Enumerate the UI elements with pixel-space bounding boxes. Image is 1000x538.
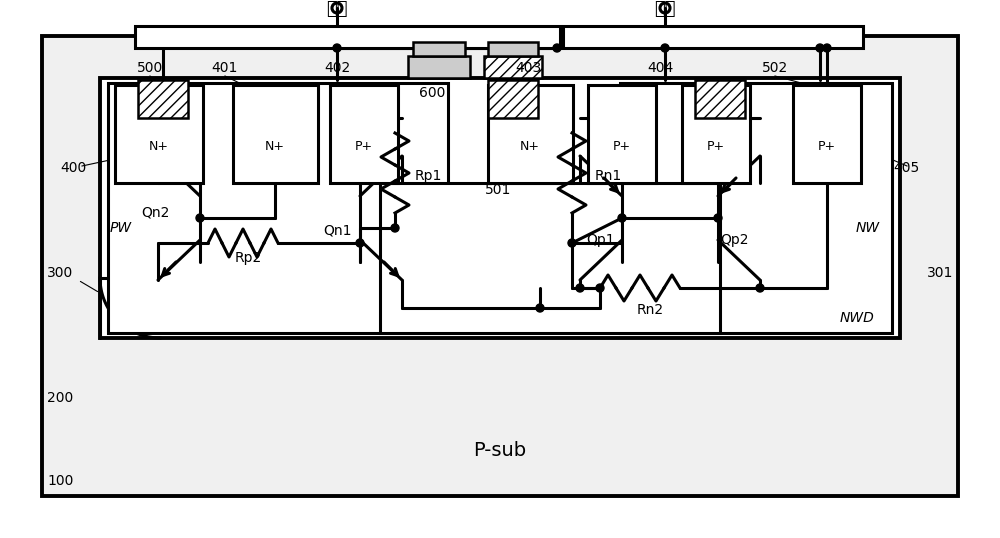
Text: 100: 100 bbox=[47, 474, 73, 488]
Bar bbox=[42, 36, 958, 496]
Text: 404: 404 bbox=[647, 61, 673, 75]
Bar bbox=[380, 183, 720, 333]
Text: Rp2: Rp2 bbox=[234, 251, 262, 265]
Text: Rn1: Rn1 bbox=[595, 169, 622, 183]
Bar bbox=[620, 83, 892, 333]
Text: 502: 502 bbox=[762, 61, 788, 75]
Text: 200: 200 bbox=[47, 391, 73, 405]
Circle shape bbox=[391, 224, 399, 232]
Bar bbox=[682, 85, 750, 183]
Circle shape bbox=[568, 239, 576, 247]
Text: 403: 403 bbox=[515, 61, 541, 75]
Text: 阴极: 阴极 bbox=[326, 0, 348, 18]
Bar bbox=[100, 78, 900, 338]
Text: P+: P+ bbox=[818, 139, 836, 152]
Bar bbox=[484, 56, 542, 78]
Text: NW: NW bbox=[856, 221, 880, 235]
Text: Qn2: Qn2 bbox=[141, 206, 169, 220]
Circle shape bbox=[196, 214, 204, 222]
Bar bbox=[563, 26, 863, 48]
Text: Rp1: Rp1 bbox=[415, 169, 442, 183]
Text: N+: N+ bbox=[149, 139, 169, 152]
Text: 301: 301 bbox=[927, 266, 953, 280]
Circle shape bbox=[333, 44, 341, 52]
Text: NWD: NWD bbox=[840, 311, 875, 325]
Text: 阳极: 阳极 bbox=[654, 0, 676, 18]
Text: PW: PW bbox=[110, 221, 132, 235]
Text: P+: P+ bbox=[355, 139, 373, 152]
Text: Qp1: Qp1 bbox=[586, 233, 615, 247]
Text: N+: N+ bbox=[265, 139, 285, 152]
Text: Qn1: Qn1 bbox=[324, 223, 352, 237]
Bar bbox=[138, 80, 188, 118]
Bar bbox=[115, 85, 203, 183]
Bar bbox=[135, 26, 560, 48]
Bar bbox=[408, 56, 470, 78]
Bar bbox=[488, 80, 538, 118]
Circle shape bbox=[661, 44, 669, 52]
Circle shape bbox=[536, 304, 544, 312]
Text: Qp2: Qp2 bbox=[720, 233, 748, 247]
Bar bbox=[488, 42, 538, 56]
Circle shape bbox=[756, 284, 764, 292]
Bar bbox=[793, 85, 861, 183]
Circle shape bbox=[596, 284, 604, 292]
Bar bbox=[695, 80, 745, 118]
Text: 401: 401 bbox=[212, 61, 238, 75]
Circle shape bbox=[618, 214, 626, 222]
Text: 402: 402 bbox=[324, 61, 350, 75]
Bar bbox=[108, 83, 448, 333]
Text: 300: 300 bbox=[47, 266, 73, 280]
Circle shape bbox=[816, 44, 824, 52]
Text: Rn2: Rn2 bbox=[636, 303, 664, 317]
Circle shape bbox=[714, 214, 722, 222]
Text: 405: 405 bbox=[894, 161, 920, 175]
Bar bbox=[413, 42, 465, 56]
Bar bbox=[488, 85, 573, 183]
Circle shape bbox=[356, 239, 364, 247]
Text: 600: 600 bbox=[419, 86, 445, 100]
Circle shape bbox=[823, 44, 831, 52]
Text: 400: 400 bbox=[60, 161, 86, 175]
Bar bbox=[588, 85, 656, 183]
Bar bbox=[233, 85, 318, 183]
Circle shape bbox=[576, 284, 584, 292]
Bar bbox=[330, 85, 398, 183]
Text: P-sub: P-sub bbox=[473, 441, 527, 459]
Text: P+: P+ bbox=[613, 139, 631, 152]
Text: 500: 500 bbox=[137, 61, 163, 75]
Text: P+: P+ bbox=[707, 139, 725, 152]
Text: 501: 501 bbox=[485, 183, 511, 197]
Text: N+: N+ bbox=[520, 139, 540, 152]
Circle shape bbox=[553, 44, 561, 52]
